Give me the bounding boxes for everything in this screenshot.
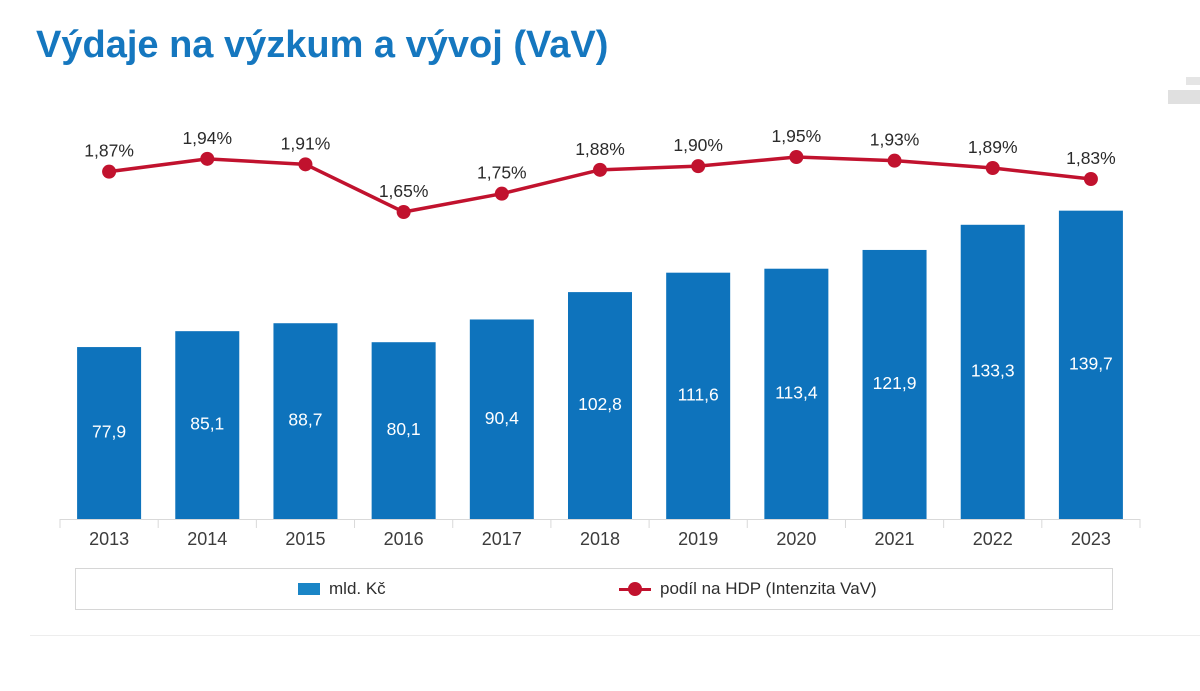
- line-point-2016: [396, 205, 411, 219]
- line-point-2021: [887, 153, 902, 168]
- legend-item-bars: mld. Kč: [298, 569, 386, 609]
- x-axis-label-2014: 2014: [187, 529, 227, 549]
- line-point-label: 1,88%: [575, 139, 625, 159]
- legend-label-bars: mld. Kč: [329, 579, 386, 598]
- x-axis-label-2013: 2013: [89, 529, 129, 549]
- line-point-label: 1,91%: [281, 133, 331, 153]
- x-axis-label-2018: 2018: [580, 529, 620, 549]
- line-point-2022: [985, 161, 1000, 176]
- line-point-2013: [102, 164, 117, 179]
- line-point-label: 1,94%: [182, 128, 232, 148]
- x-axis-label-2017: 2017: [482, 529, 522, 549]
- bar-2013: [77, 347, 142, 519]
- x-axis-label-2016: 2016: [384, 529, 424, 549]
- bar-value-label: 90,4: [485, 408, 519, 428]
- line-point-2017: [494, 186, 509, 201]
- line-point-label: 1,93%: [870, 130, 920, 150]
- x-axis-label-2022: 2022: [973, 529, 1013, 549]
- bar-2015: [273, 323, 338, 519]
- bar-value-label: 77,9: [92, 422, 126, 442]
- page-title: Výdaje na výzkum a vývoj (VaV): [36, 24, 609, 66]
- x-axis-label-2021: 2021: [875, 529, 915, 549]
- bar-value-label: 88,7: [288, 410, 322, 430]
- bar-2016: [371, 342, 436, 519]
- bar-2020: [764, 268, 829, 519]
- bar-2017: [469, 319, 534, 519]
- bar-2018: [568, 292, 632, 519]
- bar-value-label: 133,3: [971, 361, 1015, 381]
- corner-decoration-small: [1186, 77, 1200, 85]
- bar-2023: [1058, 210, 1123, 519]
- corner-decoration-bar: [1168, 90, 1200, 104]
- x-axis-label-2015: 2015: [285, 529, 325, 549]
- bar-2021: [862, 249, 927, 519]
- line-point-2019: [691, 159, 706, 174]
- bar-2014: [175, 331, 240, 519]
- legend-label-line: podíl na HDP (Intenzita VaV): [660, 579, 877, 598]
- x-axis-label-2020: 2020: [776, 529, 816, 549]
- bar-value-label: 113,4: [775, 382, 818, 402]
- x-axis-label-2023: 2023: [1071, 529, 1111, 549]
- line-point-label: 1,90%: [673, 135, 723, 155]
- bar-2019: [666, 272, 731, 519]
- chart-legend: mld. Kč podíl na HDP (Intenzita VaV): [75, 568, 1113, 610]
- bar-value-label: 102,8: [578, 394, 622, 414]
- line-point-label: 1,95%: [772, 126, 822, 146]
- line-point-label: 1,65%: [379, 181, 429, 201]
- bar-series-swatch-icon: [298, 583, 320, 595]
- footer-divider: [30, 635, 1200, 636]
- bar-value-label: 111,6: [678, 384, 719, 404]
- line-point-label: 1,89%: [968, 137, 1018, 157]
- line-point-2023: [1083, 172, 1098, 187]
- line-point-2020: [789, 150, 804, 165]
- line-point-2018: [593, 162, 607, 177]
- line-point-label: 1,75%: [477, 163, 527, 183]
- line-point-2014: [200, 151, 215, 166]
- line-point-label: 1,83%: [1066, 148, 1116, 168]
- bar-value-label: 121,9: [873, 373, 917, 393]
- x-axis-label-2019: 2019: [678, 529, 718, 549]
- legend-item-line: podíl na HDP (Intenzita VaV): [619, 569, 877, 609]
- line-point-label: 1,87%: [84, 141, 134, 161]
- bar-value-label: 80,1: [387, 419, 421, 439]
- bar-value-label: 85,1: [190, 414, 224, 434]
- bar-2022: [960, 224, 1025, 520]
- line-series-marker-icon: [619, 582, 651, 596]
- line-point-2015: [298, 157, 313, 172]
- bar-value-label: 139,7: [1069, 353, 1113, 373]
